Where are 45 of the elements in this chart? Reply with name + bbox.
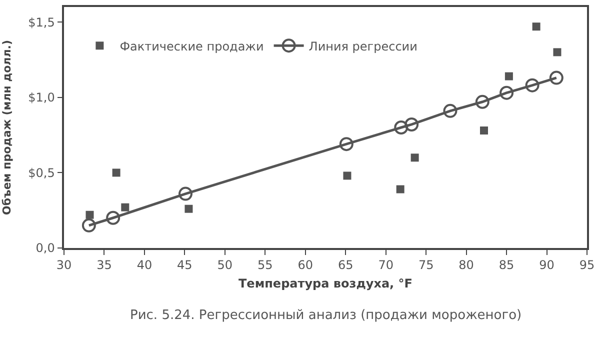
x-tick-label: 70: [378, 258, 394, 272]
x-axis-title: Температура воздуха, °F: [238, 276, 412, 291]
y-tick-label: $1,5: [28, 15, 55, 30]
point: [549, 70, 564, 85]
point: [475, 94, 490, 109]
point: [480, 126, 488, 135]
point: [410, 154, 419, 162]
point: [339, 137, 354, 152]
point: [396, 185, 404, 194]
x-tick-label: 75: [418, 258, 434, 272]
y-tick-label: $0,5: [28, 166, 55, 180]
legend-label: Линия регрессии: [308, 39, 418, 54]
point: [106, 210, 120, 225]
y-axis-title: Объем продаж (млн долл.): [0, 40, 14, 215]
x-tick-label: 85: [498, 258, 514, 272]
point: [443, 104, 458, 118]
x-tick-label: 30: [56, 258, 72, 272]
point: [86, 210, 94, 219]
point: [532, 22, 540, 31]
point: [121, 203, 130, 212]
point: [504, 72, 513, 80]
point: [525, 78, 540, 92]
legend-label: Фактические продажи: [120, 39, 264, 54]
y-tick-label: 0,0: [36, 241, 55, 256]
x-tick-label: 60: [298, 258, 314, 272]
point: [112, 168, 120, 177]
point: [553, 48, 562, 56]
point: [394, 120, 408, 134]
x-tick-label: 40: [136, 258, 152, 272]
x-tick-label: 45: [177, 258, 192, 272]
x-tick-label: 65: [338, 258, 354, 272]
x-tick-label: 90: [539, 258, 554, 272]
x-tick-label: 35: [96, 258, 112, 272]
point: [404, 117, 419, 132]
point: [178, 186, 192, 201]
point: [184, 204, 193, 213]
point: [500, 86, 514, 100]
x-tick-label: 55: [258, 258, 273, 272]
x-tick-label: 80: [458, 258, 474, 272]
text: Рис. 5.24. Регрессионный анализ (продажи мороженого): [130, 308, 522, 323]
x-tick-label: 95: [579, 258, 595, 272]
point: [343, 172, 352, 180]
y-tick-label: $1,0: [28, 90, 55, 105]
x-tick-label: 50: [217, 258, 233, 272]
point: [82, 218, 96, 232]
